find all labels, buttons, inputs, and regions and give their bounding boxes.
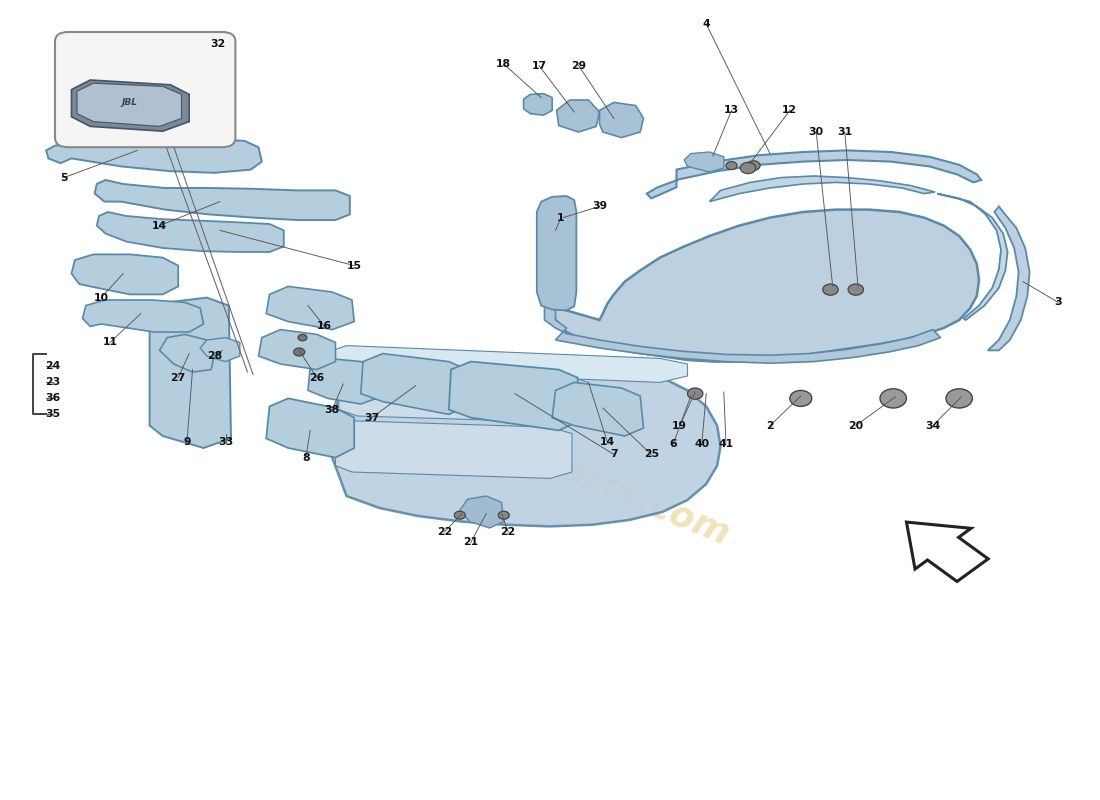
Polygon shape (460, 496, 504, 528)
Text: 39: 39 (592, 202, 607, 211)
Polygon shape (524, 94, 552, 115)
Polygon shape (544, 300, 940, 363)
Polygon shape (95, 180, 350, 220)
Polygon shape (361, 354, 471, 414)
Polygon shape (258, 330, 336, 370)
Polygon shape (46, 139, 262, 173)
Polygon shape (150, 298, 231, 448)
Polygon shape (266, 398, 354, 458)
Circle shape (498, 511, 509, 519)
FancyBboxPatch shape (55, 32, 235, 147)
Circle shape (790, 390, 812, 406)
Text: 10: 10 (94, 293, 109, 302)
Polygon shape (72, 80, 189, 131)
Circle shape (747, 161, 760, 170)
Polygon shape (647, 150, 981, 198)
Text: 33: 33 (218, 437, 233, 446)
Circle shape (688, 388, 703, 399)
Text: 21: 21 (463, 538, 478, 547)
Text: 17: 17 (531, 61, 547, 70)
Polygon shape (449, 362, 581, 430)
Polygon shape (937, 194, 1008, 320)
Polygon shape (336, 421, 572, 478)
Text: 9: 9 (184, 437, 190, 446)
Polygon shape (77, 83, 182, 126)
Text: 13: 13 (724, 106, 739, 115)
Text: 2: 2 (767, 421, 773, 430)
Polygon shape (710, 176, 935, 202)
Text: 31: 31 (837, 127, 852, 137)
Text: 30: 30 (808, 127, 824, 137)
Circle shape (880, 389, 906, 408)
Text: 16: 16 (317, 322, 332, 331)
Circle shape (298, 334, 307, 341)
Text: 36: 36 (45, 394, 60, 403)
Text: 24: 24 (45, 362, 60, 371)
Polygon shape (552, 382, 644, 436)
Text: 25: 25 (644, 450, 659, 459)
Text: 5: 5 (60, 173, 67, 182)
Polygon shape (557, 100, 600, 132)
Text: 37: 37 (364, 413, 380, 422)
Polygon shape (97, 212, 284, 252)
Circle shape (294, 348, 305, 356)
Text: 27: 27 (170, 373, 186, 382)
Text: 8: 8 (302, 453, 309, 462)
Text: passion4parts.com: passion4parts.com (365, 376, 735, 552)
Text: 28: 28 (207, 351, 222, 361)
Polygon shape (684, 152, 724, 172)
Circle shape (946, 389, 972, 408)
Circle shape (726, 162, 737, 170)
Text: 6: 6 (670, 439, 676, 449)
Polygon shape (988, 206, 1030, 350)
Polygon shape (537, 196, 576, 310)
Circle shape (823, 284, 838, 295)
Polygon shape (160, 334, 215, 372)
Text: 34: 34 (925, 421, 940, 430)
Text: 11: 11 (102, 338, 118, 347)
Text: 7: 7 (610, 450, 617, 459)
Polygon shape (266, 286, 354, 330)
Text: 38: 38 (324, 405, 340, 414)
Polygon shape (72, 254, 178, 294)
Text: 18: 18 (496, 59, 512, 69)
Text: 4: 4 (703, 19, 710, 29)
Text: 3: 3 (1055, 298, 1061, 307)
Text: 22: 22 (437, 527, 452, 537)
Text: 29: 29 (571, 61, 586, 70)
Text: 14: 14 (600, 437, 615, 446)
Text: 35: 35 (45, 410, 60, 419)
Circle shape (848, 284, 864, 295)
Polygon shape (330, 355, 720, 526)
Polygon shape (200, 338, 240, 362)
Circle shape (740, 162, 756, 174)
Text: 22: 22 (500, 527, 516, 537)
Polygon shape (600, 102, 643, 138)
Text: 41: 41 (718, 439, 734, 449)
Text: 1: 1 (558, 213, 564, 222)
Text: 15: 15 (346, 261, 362, 270)
Polygon shape (339, 370, 588, 422)
Text: 12: 12 (782, 106, 797, 115)
Polygon shape (544, 210, 979, 362)
Text: JBL: JBL (122, 98, 138, 107)
Text: 40: 40 (694, 439, 710, 449)
Polygon shape (308, 358, 383, 404)
Polygon shape (906, 522, 988, 582)
Circle shape (454, 511, 465, 519)
Text: 32: 32 (210, 39, 225, 49)
Text: 14: 14 (152, 221, 167, 230)
Text: 23: 23 (45, 378, 60, 387)
Text: 19: 19 (672, 421, 688, 430)
Text: 26: 26 (309, 373, 324, 382)
Text: 20: 20 (848, 421, 864, 430)
Polygon shape (82, 300, 204, 332)
Polygon shape (328, 346, 688, 382)
